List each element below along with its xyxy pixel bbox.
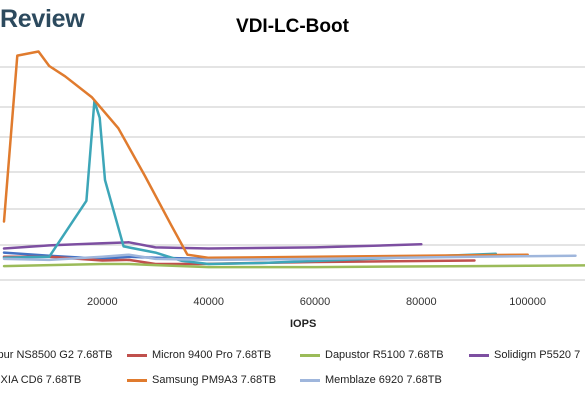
review-logo: Review [0, 5, 85, 33]
legend-label: Dapustor R5100 7.68TB [325, 349, 444, 361]
legend-item: OXIA CD6 7.68TB [0, 374, 81, 386]
x-tick-label: 60000 [300, 296, 331, 308]
grid-lines [0, 66, 585, 281]
x-axis-label: IOPS [290, 318, 317, 330]
chart-title: VDI-LC-Boot [236, 16, 349, 37]
legend-swatch [300, 378, 320, 382]
legend-item: Solidigm P5520 7 [469, 349, 580, 361]
legend-label: OXIA CD6 7.68TB [0, 374, 82, 386]
legend-label: Micron 9400 Pro 7.68TB [152, 349, 272, 361]
x-tick-label: 40000 [193, 296, 224, 308]
series-line-3 [2, 262, 585, 269]
x-tick-labels: 2000040000600008000010000012000 [87, 296, 546, 308]
legend-item: Samsung PM9A3 7.68TB [127, 374, 276, 386]
legend-swatch [469, 353, 489, 357]
legend-item: Micron 9400 Pro 7.68TB [127, 349, 271, 361]
legend-item: spur NS8500 G2 7.68TB [0, 349, 112, 361]
legend-label: spur NS8500 G2 7.68TB [0, 349, 113, 361]
legend-item: Dapustor R5100 7.68TB [300, 349, 444, 361]
legend-label: Memblaze 6920 7.68TB [325, 374, 442, 386]
legend-item: Memblaze 6920 7.68TB [300, 374, 442, 386]
legend-swatch [127, 378, 147, 382]
legend-swatch [300, 353, 320, 357]
chart-legend: spur NS8500 G2 7.68TB Micron 9400 Pro 7.6… [0, 345, 585, 401]
legend-label: Samsung PM9A3 7.68TB [152, 374, 277, 386]
legend-label: Solidigm P5520 7 [494, 349, 581, 361]
series-line-5 [2, 99, 498, 266]
x-tick-label: 100000 [509, 296, 546, 308]
series-lines [2, 50, 585, 269]
x-tick-label: 20000 [87, 296, 118, 308]
series-line-7 [2, 253, 577, 262]
x-tick-label: 80000 [406, 296, 437, 308]
series-line-6 [2, 50, 529, 260]
legend-swatch [127, 353, 147, 357]
